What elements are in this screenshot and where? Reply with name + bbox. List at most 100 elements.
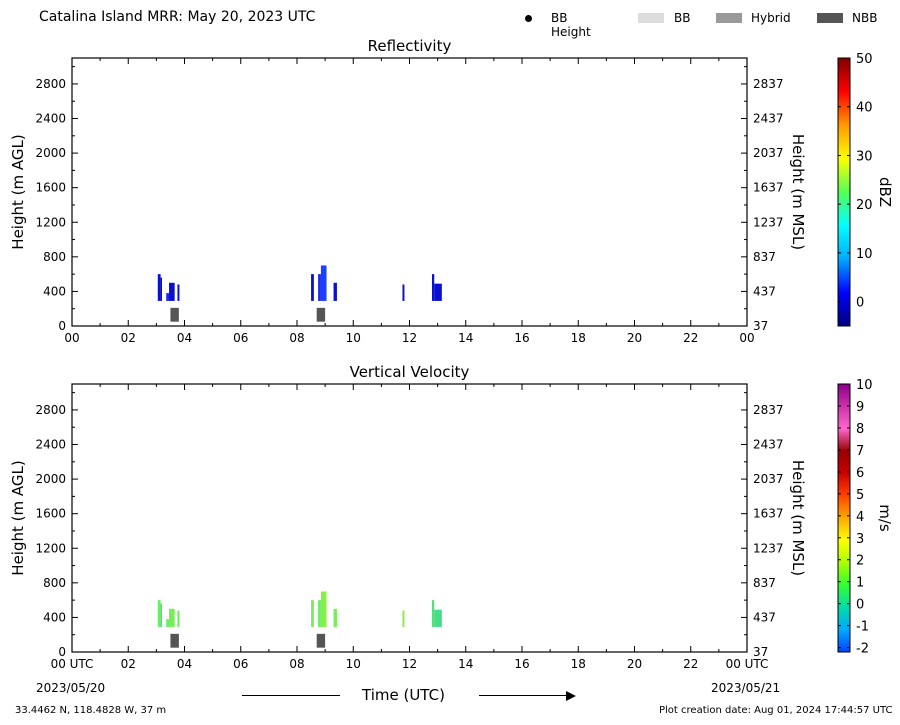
x-tick-label: 06 [233, 657, 248, 671]
colorbar-tick-label: 10 [856, 247, 873, 262]
time-arrow-head-icon [566, 691, 576, 701]
echo-cell [320, 591, 327, 627]
colorbar-tick-label: 9 [856, 400, 864, 415]
x-tick-label: 20 [627, 657, 642, 671]
colorbar-tick-label: 0 [856, 598, 864, 613]
colorbar-tick-label: 20 [856, 198, 873, 213]
bright-band-marker [316, 307, 326, 322]
x-tick-label: 22 [683, 657, 698, 671]
colorbar-tick-label: 7 [856, 444, 864, 459]
y-tick-label: 0 [58, 645, 66, 659]
colorbar-tick-label: 6 [856, 466, 864, 481]
legend-label-nbb: NBB [852, 11, 878, 25]
colorbar-tick-label: -2 [856, 642, 869, 657]
colorbar-tick-label: -1 [856, 620, 869, 635]
colorbar-tick-label: 5 [856, 488, 864, 503]
time-axis-label: Time (UTC) [362, 686, 445, 704]
colorbar-tick-label: 3 [856, 532, 864, 547]
bb-height-dot-icon [525, 15, 532, 22]
colorbar-tick-label: 4 [856, 510, 864, 525]
y2-tick-label: 837 [753, 250, 776, 264]
chart-title: Vertical Velocity [350, 363, 470, 381]
x-tick-label: 10 [346, 657, 361, 671]
echo-cell [166, 619, 170, 627]
x-tick-label: 00 [739, 331, 754, 345]
x-tick-label: 18 [571, 331, 586, 345]
echo-cell [157, 600, 161, 627]
legend-label-bb: BB [674, 11, 691, 25]
y2-tick-label: 2837 [753, 77, 784, 91]
x-tick-label: 00 UTC [51, 657, 94, 671]
y2-tick-label: 37 [753, 319, 768, 333]
x-tick-label: 22 [683, 331, 698, 345]
echo-cell [402, 284, 405, 301]
x-tick-label: 06 [233, 331, 248, 345]
echo-cell [333, 282, 337, 301]
echo-cell [169, 608, 175, 627]
echo-cell [333, 608, 337, 627]
x-tick-label: 16 [514, 331, 529, 345]
y2-axis-label: Height (m MSL) [789, 460, 807, 576]
colorbar-tick-label: 50 [856, 52, 873, 67]
x-tick-label: 08 [289, 657, 304, 671]
y-tick-label: 2800 [35, 77, 66, 91]
x-tick-label: 08 [289, 331, 304, 345]
echo-cell [169, 282, 175, 301]
bb-swatch-icon [638, 13, 664, 23]
y-tick-label: 400 [43, 284, 66, 298]
y2-tick-label: 1237 [753, 215, 784, 229]
y-tick-label: 1600 [35, 507, 66, 521]
x-tick-label: 02 [121, 331, 136, 345]
legend-label-bb-height: BB Height [551, 11, 591, 39]
x-tick-label: 02 [121, 657, 136, 671]
colorbar-tick-label: 30 [856, 149, 873, 164]
echo-cell [434, 609, 442, 627]
y-tick-label: 1200 [35, 215, 66, 229]
x-tick-label: 00 UTC [726, 657, 769, 671]
colorbar-tick-label: 0 [856, 296, 864, 311]
y-tick-label: 0 [58, 319, 66, 333]
echo-cell [434, 283, 442, 301]
figure-title: Catalina Island MRR: May 20, 2023 UTC [39, 9, 316, 25]
colorbar-tick-label: 1 [856, 576, 864, 591]
time-arrow-left-line [242, 695, 340, 696]
x-tick-label: 20 [627, 331, 642, 345]
station-location: 33.4462 N, 118.4828 W, 37 m [15, 705, 167, 716]
y-tick-label: 2000 [35, 146, 66, 160]
start-date-label: 2023/05/20 [36, 681, 106, 695]
colorbar-tick-label: 40 [856, 101, 873, 116]
hybrid-swatch-icon [716, 13, 742, 23]
y-tick-label: 800 [43, 576, 66, 590]
colorbar-tick-label: 2 [856, 554, 864, 569]
echo-cell [157, 274, 161, 301]
echo-cell [311, 600, 314, 627]
x-tick-label: 14 [458, 331, 473, 345]
y2-tick-label: 37 [753, 645, 768, 659]
colorbar [837, 383, 851, 653]
y-axis-label: Height (m AGL) [9, 134, 27, 249]
x-tick-label: 16 [514, 657, 529, 671]
echo-cell [320, 265, 327, 301]
y2-tick-label: 2037 [753, 472, 784, 486]
plot-creation-date: Plot creation date: Aug 01, 2024 17:44:5… [659, 705, 893, 716]
echo-cell [318, 600, 321, 627]
x-tick-label: 14 [458, 657, 473, 671]
nbb-swatch-icon [817, 13, 843, 23]
echo-cell [177, 610, 180, 627]
bright-band-marker [316, 633, 326, 648]
y2-tick-label: 2037 [753, 146, 784, 160]
y-tick-label: 1200 [35, 541, 66, 555]
y2-axis-label: Height (m MSL) [789, 134, 807, 250]
y2-tick-label: 437 [753, 610, 776, 624]
echo-cell [402, 610, 405, 627]
bright-band-marker [170, 307, 179, 322]
echo-cell [177, 284, 180, 301]
echo-cell [432, 600, 435, 627]
x-tick-label: 04 [177, 331, 192, 345]
y2-tick-label: 1637 [753, 181, 784, 195]
colorbar-label: m/s [876, 504, 894, 532]
